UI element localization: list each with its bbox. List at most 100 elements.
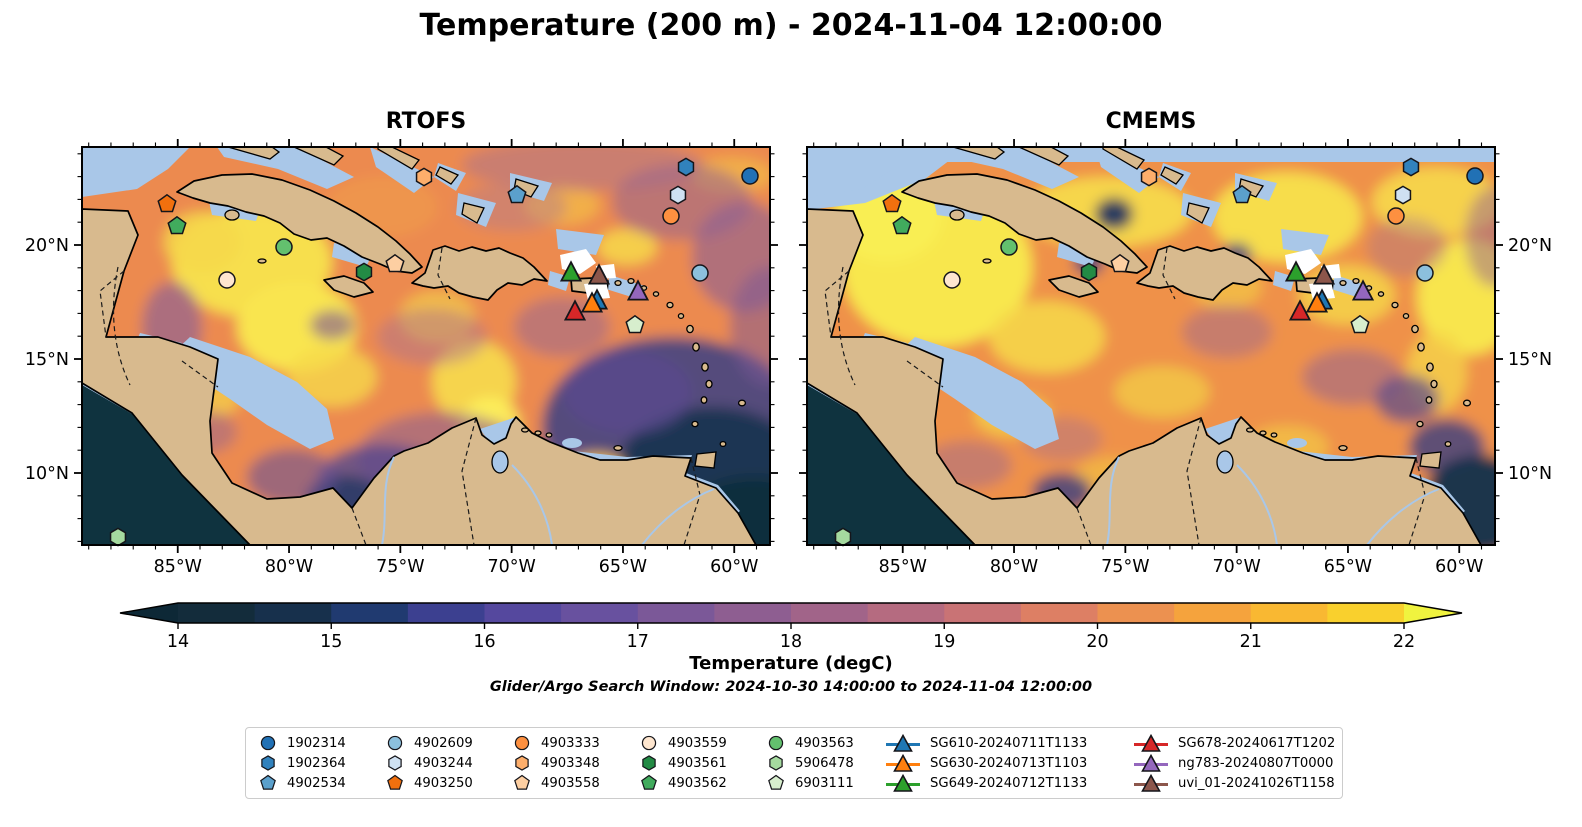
marker-4903561 <box>1080 262 1098 282</box>
glider-track-marker-icon <box>1134 753 1168 772</box>
pentagon-marker-icon <box>260 774 276 790</box>
legend-item-SG630-20240713T1103: SG630-20240713T1103 <box>885 753 1133 773</box>
lon-tick-label: 70°W <box>1212 557 1260 577</box>
lon-tick-label: 75°W <box>1101 557 1149 577</box>
colorbar-segment <box>944 603 1022 623</box>
legend-item-4902534: 4902534 <box>258 773 385 793</box>
lat-tick-label: 10°N <box>25 464 69 484</box>
colorbar-segment <box>484 603 562 623</box>
marker-SG678-20240617T1202 <box>563 299 587 321</box>
marker-SG649-20240712T1133 <box>559 260 583 282</box>
marker-4903562 <box>892 215 912 235</box>
colorbar-segment <box>561 603 639 623</box>
glider-track-marker-icon <box>1134 733 1168 752</box>
circle-marker-icon <box>260 735 276 751</box>
legend-label: 4903563 <box>795 735 854 751</box>
circle-marker-icon <box>387 735 403 751</box>
legend-item-4903333: 4903333 <box>512 733 639 753</box>
colorbar: 14 15 16 17 18 19 20 21 22 <box>119 602 1463 652</box>
colorbar-segment <box>1097 603 1175 623</box>
search-window-subtitle: Glider/Argo Search Window: 2024-10-30 14… <box>489 679 1093 695</box>
legend-label: SG630-20240713T1103 <box>930 755 1088 771</box>
marker-4903559 <box>218 271 236 289</box>
marker-4903563 <box>275 238 293 256</box>
legend-grid: 1902314 4902609 4903333 4903559 4903563 SG610… <box>258 733 1335 793</box>
glider-track-marker-icon <box>886 773 920 792</box>
marker-4903559 <box>943 271 961 289</box>
marker-SG678-20240617T1202 <box>1288 299 1312 321</box>
legend-label: 4903561 <box>668 755 727 771</box>
legend-item-4903559: 4903559 <box>639 733 766 753</box>
marker-1902314 <box>741 167 759 185</box>
glider-track-marker-icon <box>886 733 920 752</box>
panel-title-rtofs: RTOFS <box>385 109 467 134</box>
colorbar-under-arrow <box>120 603 178 623</box>
glider-track-marker-icon <box>886 753 920 772</box>
legend-item-4903561: 4903561 <box>639 753 766 773</box>
colorbar-tick-label: 19 <box>933 632 955 652</box>
rtofs-platform-markers <box>109 157 759 547</box>
legend-item-4902609: 4902609 <box>385 733 512 753</box>
hexagon-marker-icon <box>388 755 402 771</box>
lon-tick-label: 85°W <box>154 557 202 577</box>
marker-4902534 <box>507 184 527 204</box>
colorbar-tick-label: 14 <box>167 632 189 652</box>
colorbar-segments <box>178 603 1405 623</box>
lon-tick-label: 65°W <box>1324 557 1372 577</box>
lon-tick-label: 70°W <box>487 557 535 577</box>
legend-item-SG610-20240711T1133: SG610-20240711T1133 <box>885 733 1133 753</box>
colorbar-segment <box>407 603 486 623</box>
circle-marker-icon <box>641 735 657 751</box>
lon-tick-label: 65°W <box>599 557 647 577</box>
legend-label: 4903250 <box>414 775 473 791</box>
legend-label: SG678-20240617T1202 <box>1178 735 1336 751</box>
lon-tick-label: 80°W <box>265 557 313 577</box>
panel-title-cmems: CMEMS <box>1105 109 1197 134</box>
colorbar-segment <box>637 603 715 623</box>
marker-1902364 <box>1402 157 1420 177</box>
legend-label: 5906478 <box>795 755 854 771</box>
legend-label: 4902534 <box>287 775 346 791</box>
marker-5906478 <box>834 527 852 547</box>
legend-label: 1902364 <box>287 755 346 771</box>
legend-item-SG678-20240617T1202: SG678-20240617T1202 <box>1133 733 1335 753</box>
colorbar-segment <box>867 603 945 623</box>
legend-label: SG649-20240712T1133 <box>930 775 1088 791</box>
colorbar-tick-label: 15 <box>320 632 342 652</box>
legend-label: 4903558 <box>541 775 600 791</box>
marker-4903244 <box>669 185 687 205</box>
marker-4903244 <box>1394 185 1412 205</box>
colorbar-tick-label: 18 <box>780 632 802 652</box>
legend-item-1902314: 1902314 <box>258 733 385 753</box>
rtofs-map-panel: 85°W 80°W 75°W 70°W 65°W 60°W 20°N 15°N 10°N <box>25 139 778 577</box>
legend-item-ng783-20240807T0000: ng783-20240807T0000 <box>1133 753 1335 773</box>
legend-label: 4902609 <box>414 735 473 751</box>
hexagon-marker-icon <box>261 755 275 771</box>
colorbar-segment <box>1020 603 1099 623</box>
legend-item-4903244: 4903244 <box>385 753 512 773</box>
marker-uvi_01-20241026T1158 <box>587 263 611 285</box>
pentagon-marker-icon <box>514 774 530 790</box>
marker-ng783-20240807T0000 <box>626 279 650 301</box>
lat-tick-label: 20°N <box>1508 236 1552 256</box>
legend-item-1902364: 1902364 <box>258 753 385 773</box>
colorbar-tick-label: 17 <box>627 632 649 652</box>
circle-marker-icon <box>514 735 530 751</box>
rtofs-frame <box>81 146 771 546</box>
marker-4902534 <box>1232 184 1252 204</box>
marker-1902314 <box>1466 167 1484 185</box>
marker-4903563 <box>1000 238 1018 256</box>
marker-6903111 <box>625 314 645 334</box>
legend-label: 4903244 <box>414 755 473 771</box>
legend-label: 1902314 <box>287 735 346 751</box>
marker-1902364 <box>677 157 695 177</box>
figure-title: Temperature (200 m) - 2024-11-04 12:00:0… <box>419 8 1163 43</box>
pentagon-marker-icon <box>387 774 403 790</box>
colorbar-ticks: 14 15 16 17 18 19 20 21 22 <box>167 623 1415 652</box>
colorbar-segment <box>714 603 792 623</box>
glider-track-marker-icon <box>1134 773 1168 792</box>
colorbar-segment <box>178 603 256 623</box>
legend-item-4903563: 4903563 <box>766 733 885 753</box>
legend-item-SG649-20240712T1133: SG649-20240712T1133 <box>885 773 1133 793</box>
marker-4903558 <box>1110 253 1130 273</box>
